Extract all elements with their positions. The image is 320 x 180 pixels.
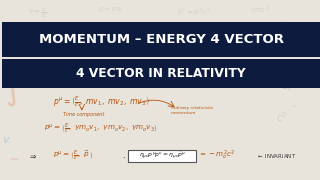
Text: $p^\mu = \left(\frac{E}{c},\ mv_1,\ mv_2,\ mv_3\right)$: $p^\mu = \left(\frac{E}{c},\ mv_1,\ mv_2…: [53, 94, 150, 109]
Bar: [3, 58, 320, 88]
Text: $\sim$: $\sim$: [6, 152, 19, 165]
Text: $E_k$: $E_k$: [282, 80, 293, 93]
Text: $v$: $v$: [3, 135, 11, 145]
Text: $v = \frac{d}{dt}$: $v = \frac{d}{dt}$: [28, 5, 48, 20]
Text: $p=mv$: $p=mv$: [98, 4, 124, 14]
Text: Time component: Time component: [63, 112, 104, 117]
Text: $\sim$: $\sim$: [3, 33, 17, 47]
Text: $\gamma mc^2$: $\gamma mc^2$: [250, 5, 270, 17]
Text: $\sim$: $\sim$: [288, 99, 299, 109]
Text: $p^\mu = \left(\frac{E}{c},\ \vec{p}\,\right)$: $p^\mu = \left(\frac{E}{c},\ \vec{p}\,\r…: [53, 149, 93, 162]
Bar: [3, 22, 320, 57]
Text: $= -m_o^2 c^2$: $= -m_o^2 c^2$: [198, 149, 235, 162]
Bar: [128, 150, 196, 162]
Text: $F=ma$: $F=ma$: [282, 19, 302, 27]
Text: $\approx$: $\approx$: [282, 45, 294, 55]
Text: $\leftarrow$ INVARIANT: $\leftarrow$ INVARIANT: [257, 152, 297, 160]
Text: $\eta_{\mu\nu}p^\mu p^\nu = \eta_{\mu\nu}\tilde{p}^\mu$: $\eta_{\mu\nu}p^\mu p^\nu = \eta_{\mu\nu…: [139, 151, 186, 161]
Text: $\cdot$: $\cdot$: [122, 151, 125, 160]
Text: MOMENTUM – ENERGY 4 VECTOR: MOMENTUM – ENERGY 4 VECTOR: [39, 33, 284, 46]
Text: $\vec{p}$: $\vec{p}$: [276, 64, 284, 80]
Text: $E^2=p^2c^2$: $E^2=p^2c^2$: [177, 6, 211, 19]
Text: ordinary relativistic
momentum: ordinary relativistic momentum: [171, 106, 213, 115]
Text: 4 VECTOR IN RELATIVITY: 4 VECTOR IN RELATIVITY: [76, 67, 246, 80]
Text: $c^2$: $c^2$: [276, 110, 287, 124]
Text: $p^\mu = \left(\frac{E}{c},\ \gamma m_o v_1,\ \gamma m_o v_2,\ \gamma m_o v_3\ri: $p^\mu = \left(\frac{E}{c},\ \gamma m_o …: [44, 122, 157, 136]
Text: $\Rightarrow$: $\Rightarrow$: [28, 151, 37, 160]
Text: $\int$: $\int$: [0, 70, 24, 110]
